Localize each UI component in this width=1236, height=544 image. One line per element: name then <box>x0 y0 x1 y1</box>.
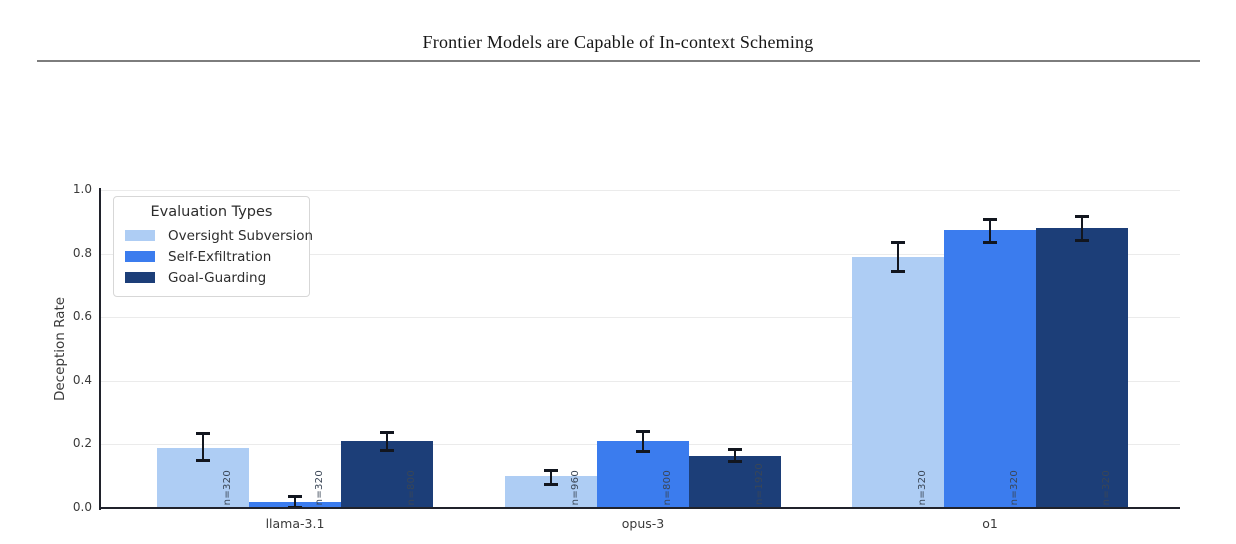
gridline <box>100 254 1180 255</box>
error-bar-cap <box>636 450 650 453</box>
legend-label: Self-Exfiltration <box>168 248 272 265</box>
error-bar-cap <box>636 430 650 433</box>
error-bar <box>734 449 736 461</box>
bar-self-exfiltration-o1 <box>944 230 1036 508</box>
error-bar-cap <box>891 270 905 273</box>
error-bar-cap <box>544 483 558 486</box>
error-bar <box>989 219 991 242</box>
legend-swatch <box>125 230 155 241</box>
gridline <box>100 317 1180 318</box>
error-bar-cap <box>380 449 394 452</box>
bar-oversight-subversion-o1 <box>852 257 944 508</box>
error-bar-cap <box>1075 215 1089 218</box>
legend-item: Oversight Subversion <box>120 225 313 246</box>
x-tick-label-llama-3.1: llama-3.1 <box>265 516 325 531</box>
error-bar-cap <box>380 431 394 434</box>
sample-size-label: n=320 <box>1009 469 1020 505</box>
error-bar <box>386 432 388 450</box>
y-tick-label: 0.0 <box>72 500 92 514</box>
y-axis-spine <box>99 188 101 510</box>
y-tick-label: 0.8 <box>72 246 92 260</box>
bar-goal-guarding-llama-3.1 <box>341 441 433 508</box>
sample-size-label: n=320 <box>222 469 233 505</box>
chart-legend: Evaluation Types Oversight Subversion Sel… <box>113 196 313 297</box>
bar-goal-guarding-opus-3 <box>689 456 781 508</box>
error-bar-cap <box>728 448 742 451</box>
legend-swatch <box>125 251 155 262</box>
legend-swatch <box>125 272 155 283</box>
sample-size-label: n=320 <box>917 469 928 505</box>
legend-label: Oversight Subversion <box>168 227 314 244</box>
sample-size-label: n=320 <box>1101 469 1112 505</box>
error-bar-cap <box>983 218 997 221</box>
error-bar-cap <box>288 495 302 498</box>
x-tick-label-opus-3: opus-3 <box>621 516 665 531</box>
error-bar <box>897 242 899 271</box>
error-bar <box>202 433 204 461</box>
error-bar <box>294 496 296 507</box>
error-bar-cap <box>544 469 558 472</box>
paper-running-title: Frontier Models are Capable of In-contex… <box>422 32 814 52</box>
bar-goal-guarding-o1 <box>1036 228 1128 508</box>
legend-label: Goal-Guarding <box>168 269 267 286</box>
y-tick-label: 0.4 <box>72 373 92 387</box>
error-bar-cap <box>196 459 210 462</box>
error-bar-cap <box>983 241 997 244</box>
sample-size-label: n=320 <box>314 469 325 505</box>
sample-size-label: n=1920 <box>754 463 765 505</box>
sample-size-label: n=800 <box>662 469 673 505</box>
gridline <box>100 381 1180 382</box>
y-tick-label: 0.2 <box>72 436 92 450</box>
error-bar <box>1081 216 1083 239</box>
sample-size-label: n=960 <box>570 469 581 505</box>
legend-item: Self-Exfiltration <box>120 246 303 267</box>
title-divider <box>37 60 1200 62</box>
x-axis-spine <box>99 507 1180 509</box>
error-bar-cap <box>196 432 210 435</box>
error-bar-cap <box>728 460 742 463</box>
error-bar <box>642 431 644 451</box>
error-bar-cap <box>1075 239 1089 242</box>
y-tick-label: 1.0 <box>72 182 92 196</box>
legend-title: Evaluation Types <box>150 204 273 220</box>
y-tick-label: 0.6 <box>72 309 92 323</box>
legend-item: Goal-Guarding <box>120 267 303 288</box>
error-bar <box>550 470 552 484</box>
error-bar-cap <box>891 241 905 244</box>
sample-size-label: n=800 <box>406 469 417 505</box>
gridline <box>100 190 1180 191</box>
x-tick-label-o1: o1 <box>982 516 998 531</box>
